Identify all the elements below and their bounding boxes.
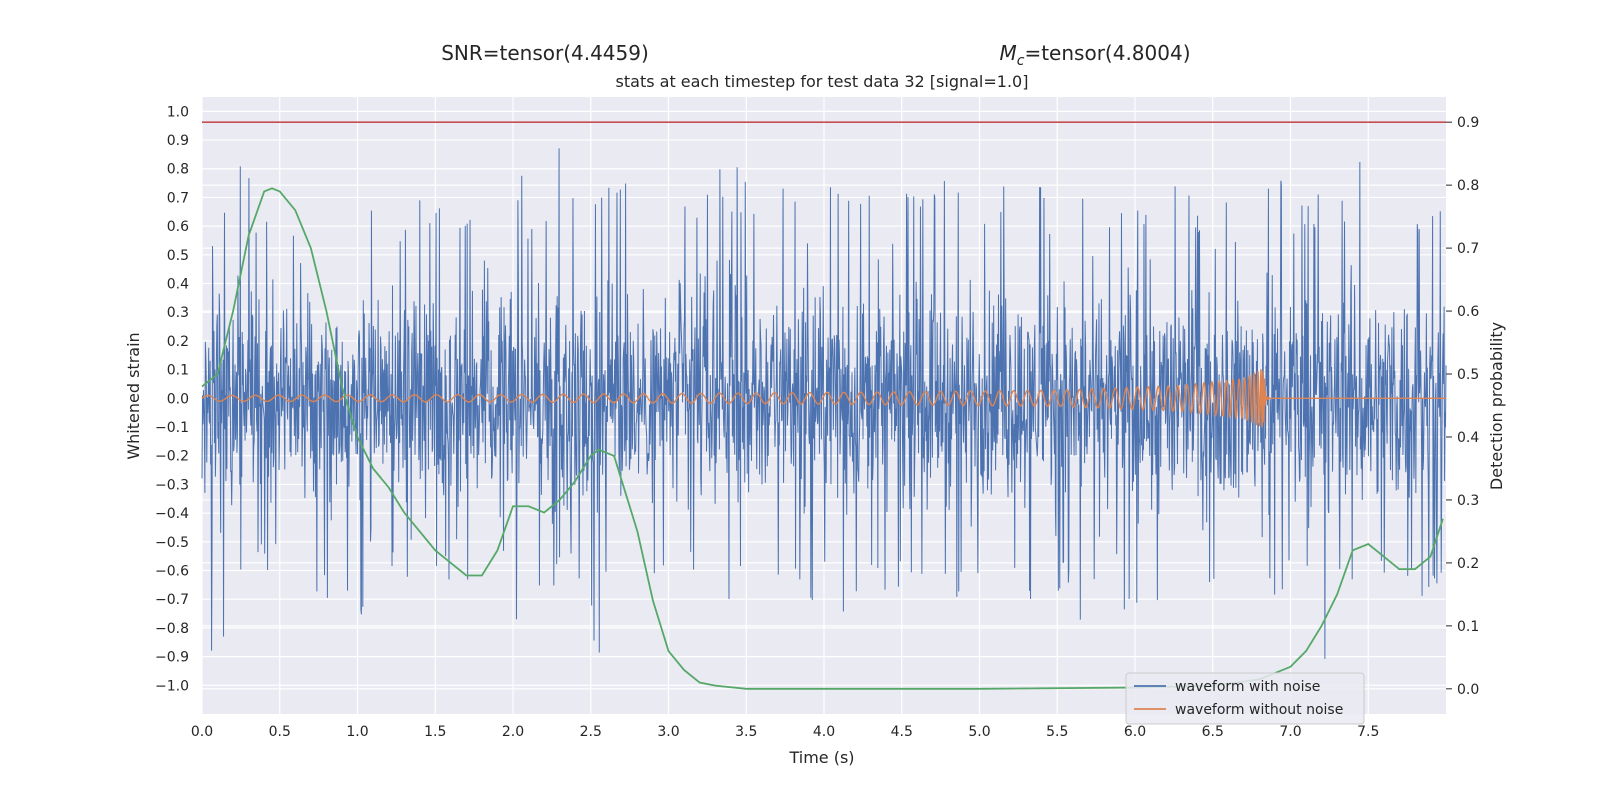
x-tick-label: 0.5 xyxy=(269,724,291,740)
y-left-tick-label: −0.5 xyxy=(155,535,189,551)
x-tick-label: 6.5 xyxy=(1202,724,1224,740)
x-tick-label: 1.5 xyxy=(424,724,446,740)
y-right-tick-labels: 0.9 0.8 0.7 0.6 0.5 0.4 0.3 0.2 0.1 0.0 xyxy=(1446,115,1479,698)
chirp-mass-label: Mc=tensor(4.8004) xyxy=(999,41,1190,69)
series-waveform-with-noise xyxy=(201,148,1447,659)
y-left-tick-label: 0.3 xyxy=(167,305,189,321)
x-tick-label: 0.0 xyxy=(191,724,213,740)
y-right-tick-label: 0.1 xyxy=(1457,619,1479,635)
chart-title: stats at each timestep for test data 32 … xyxy=(616,72,1029,91)
y-right-tick-label: 0.4 xyxy=(1457,430,1479,446)
y-right-tick-label: 0.7 xyxy=(1457,241,1479,257)
y-left-tick-label: 0.6 xyxy=(167,219,189,235)
y-left-tick-label: −0.6 xyxy=(155,564,189,580)
x-tick-label: 2.5 xyxy=(580,724,602,740)
y-left-tick-label: 0.2 xyxy=(167,334,189,350)
y-left-tick-label: −0.4 xyxy=(155,506,189,522)
y-left-tick-label: −0.3 xyxy=(155,477,189,493)
x-tick-label: 5.0 xyxy=(968,724,990,740)
y-left-tick-label: −0.1 xyxy=(155,420,189,436)
y-left-axis-label: Whitened strain xyxy=(124,332,143,459)
y-right-axis-label: Detection probability xyxy=(1487,322,1506,490)
y-left-tick-labels: 1.0 0.9 0.8 0.7 0.6 0.5 0.4 0.3 0.2 0.1 0.0 −0.1 −0.… xyxy=(155,104,189,694)
y-left-tick-label: −0.8 xyxy=(155,621,189,637)
y-left-tick-label: 0.7 xyxy=(167,190,189,206)
y-left-tick-label: 1.0 xyxy=(167,104,189,120)
y-left-tick-label: 0.8 xyxy=(167,162,189,178)
x-tick-label: 2.0 xyxy=(502,724,524,740)
y-right-tick-label: 0.6 xyxy=(1457,304,1479,320)
y-left-tick-label: −0.2 xyxy=(155,449,189,465)
legend-label-clean: waveform without noise xyxy=(1175,702,1343,718)
x-tick-label: 7.0 xyxy=(1279,724,1301,740)
y-right-tick-label: 0.0 xyxy=(1457,682,1479,698)
y-left-tick-label: 0.9 xyxy=(167,133,189,149)
y-left-tick-label: 0.0 xyxy=(167,391,189,407)
chirp-mass-value: =tensor(4.8004) xyxy=(1024,41,1190,65)
x-axis-label: Time (s) xyxy=(788,748,854,767)
x-tick-label: 4.0 xyxy=(813,724,835,740)
series-waveform-without-noise xyxy=(201,369,1446,428)
y-right-tick-label: 0.9 xyxy=(1457,115,1479,131)
y-right-tick-label: 0.3 xyxy=(1457,493,1479,509)
plot-series-group xyxy=(201,121,1447,690)
x-tick-label: 6.0 xyxy=(1124,724,1146,740)
chirp-mass-symbol: M xyxy=(999,41,1016,65)
y-right-tick-label: 0.2 xyxy=(1457,556,1479,572)
y-left-tick-label: −1.0 xyxy=(155,678,189,694)
y-right-tick-label: 0.8 xyxy=(1457,178,1479,194)
y-left-tick-label: 0.1 xyxy=(167,363,189,379)
x-tick-label: 1.0 xyxy=(346,724,368,740)
legend-box xyxy=(1125,672,1365,725)
x-tick-labels: 0.0 0.5 1.0 1.5 2.0 2.5 3.0 3.5 4.0 4.5 5.0 5.5 6.0 6… xyxy=(191,724,1380,740)
y-right-tick-label: 0.5 xyxy=(1457,367,1479,383)
x-tick-label: 3.5 xyxy=(735,724,757,740)
y-left-tick-label: −0.9 xyxy=(155,650,189,666)
x-tick-label: 4.5 xyxy=(891,724,913,740)
y-left-tick-label: 0.4 xyxy=(167,277,189,293)
snr-label: SNR=tensor(4.4459) xyxy=(441,41,649,65)
y-left-tick-label: −0.7 xyxy=(155,592,189,608)
x-tick-label: 3.0 xyxy=(657,724,679,740)
x-tick-label: 5.5 xyxy=(1046,724,1068,740)
chirp-mass-subscript: c xyxy=(1017,53,1025,69)
x-tick-label: 7.5 xyxy=(1357,724,1379,740)
legend: waveform with noise waveform without noi… xyxy=(1125,672,1365,725)
series-detection-probability xyxy=(201,187,1444,690)
y-left-tick-label: 0.5 xyxy=(167,248,189,264)
legend-label-noise: waveform with noise xyxy=(1175,679,1320,695)
